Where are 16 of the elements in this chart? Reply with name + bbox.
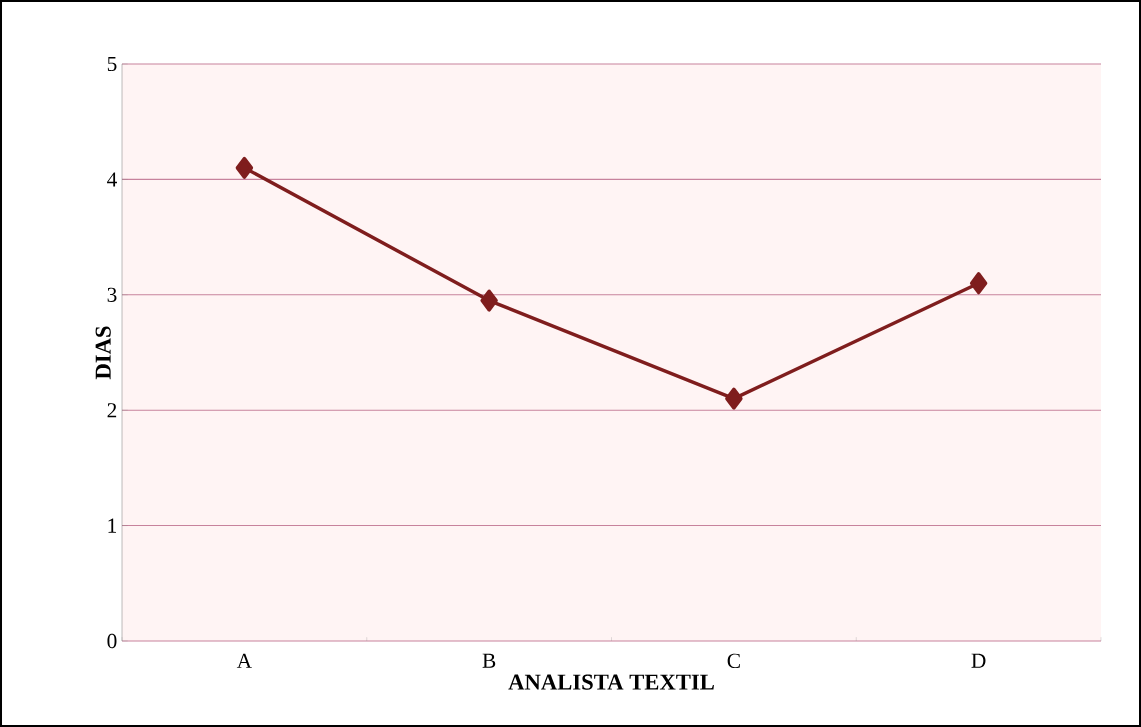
point [725,387,743,410]
y-tick-label: 0 [107,633,117,649]
x-axis-title: ANALISTA TEXTIL [508,674,714,690]
point [235,156,254,179]
y-tick-label: 3 [107,287,117,302]
x-tick-label: C [727,653,740,669]
point [480,289,498,312]
x-tick-label: D [971,653,986,668]
y-tick-label: 1 [108,518,117,533]
point [969,272,988,295]
x-tick-label: A [236,653,252,668]
y-axis-title: DIAS [95,326,111,380]
y-tick-label: 5 [107,56,117,72]
y-tick-label: 2 [107,403,117,418]
y-tick-label: 4 [107,172,117,187]
x-tick-label: B [482,653,496,668]
